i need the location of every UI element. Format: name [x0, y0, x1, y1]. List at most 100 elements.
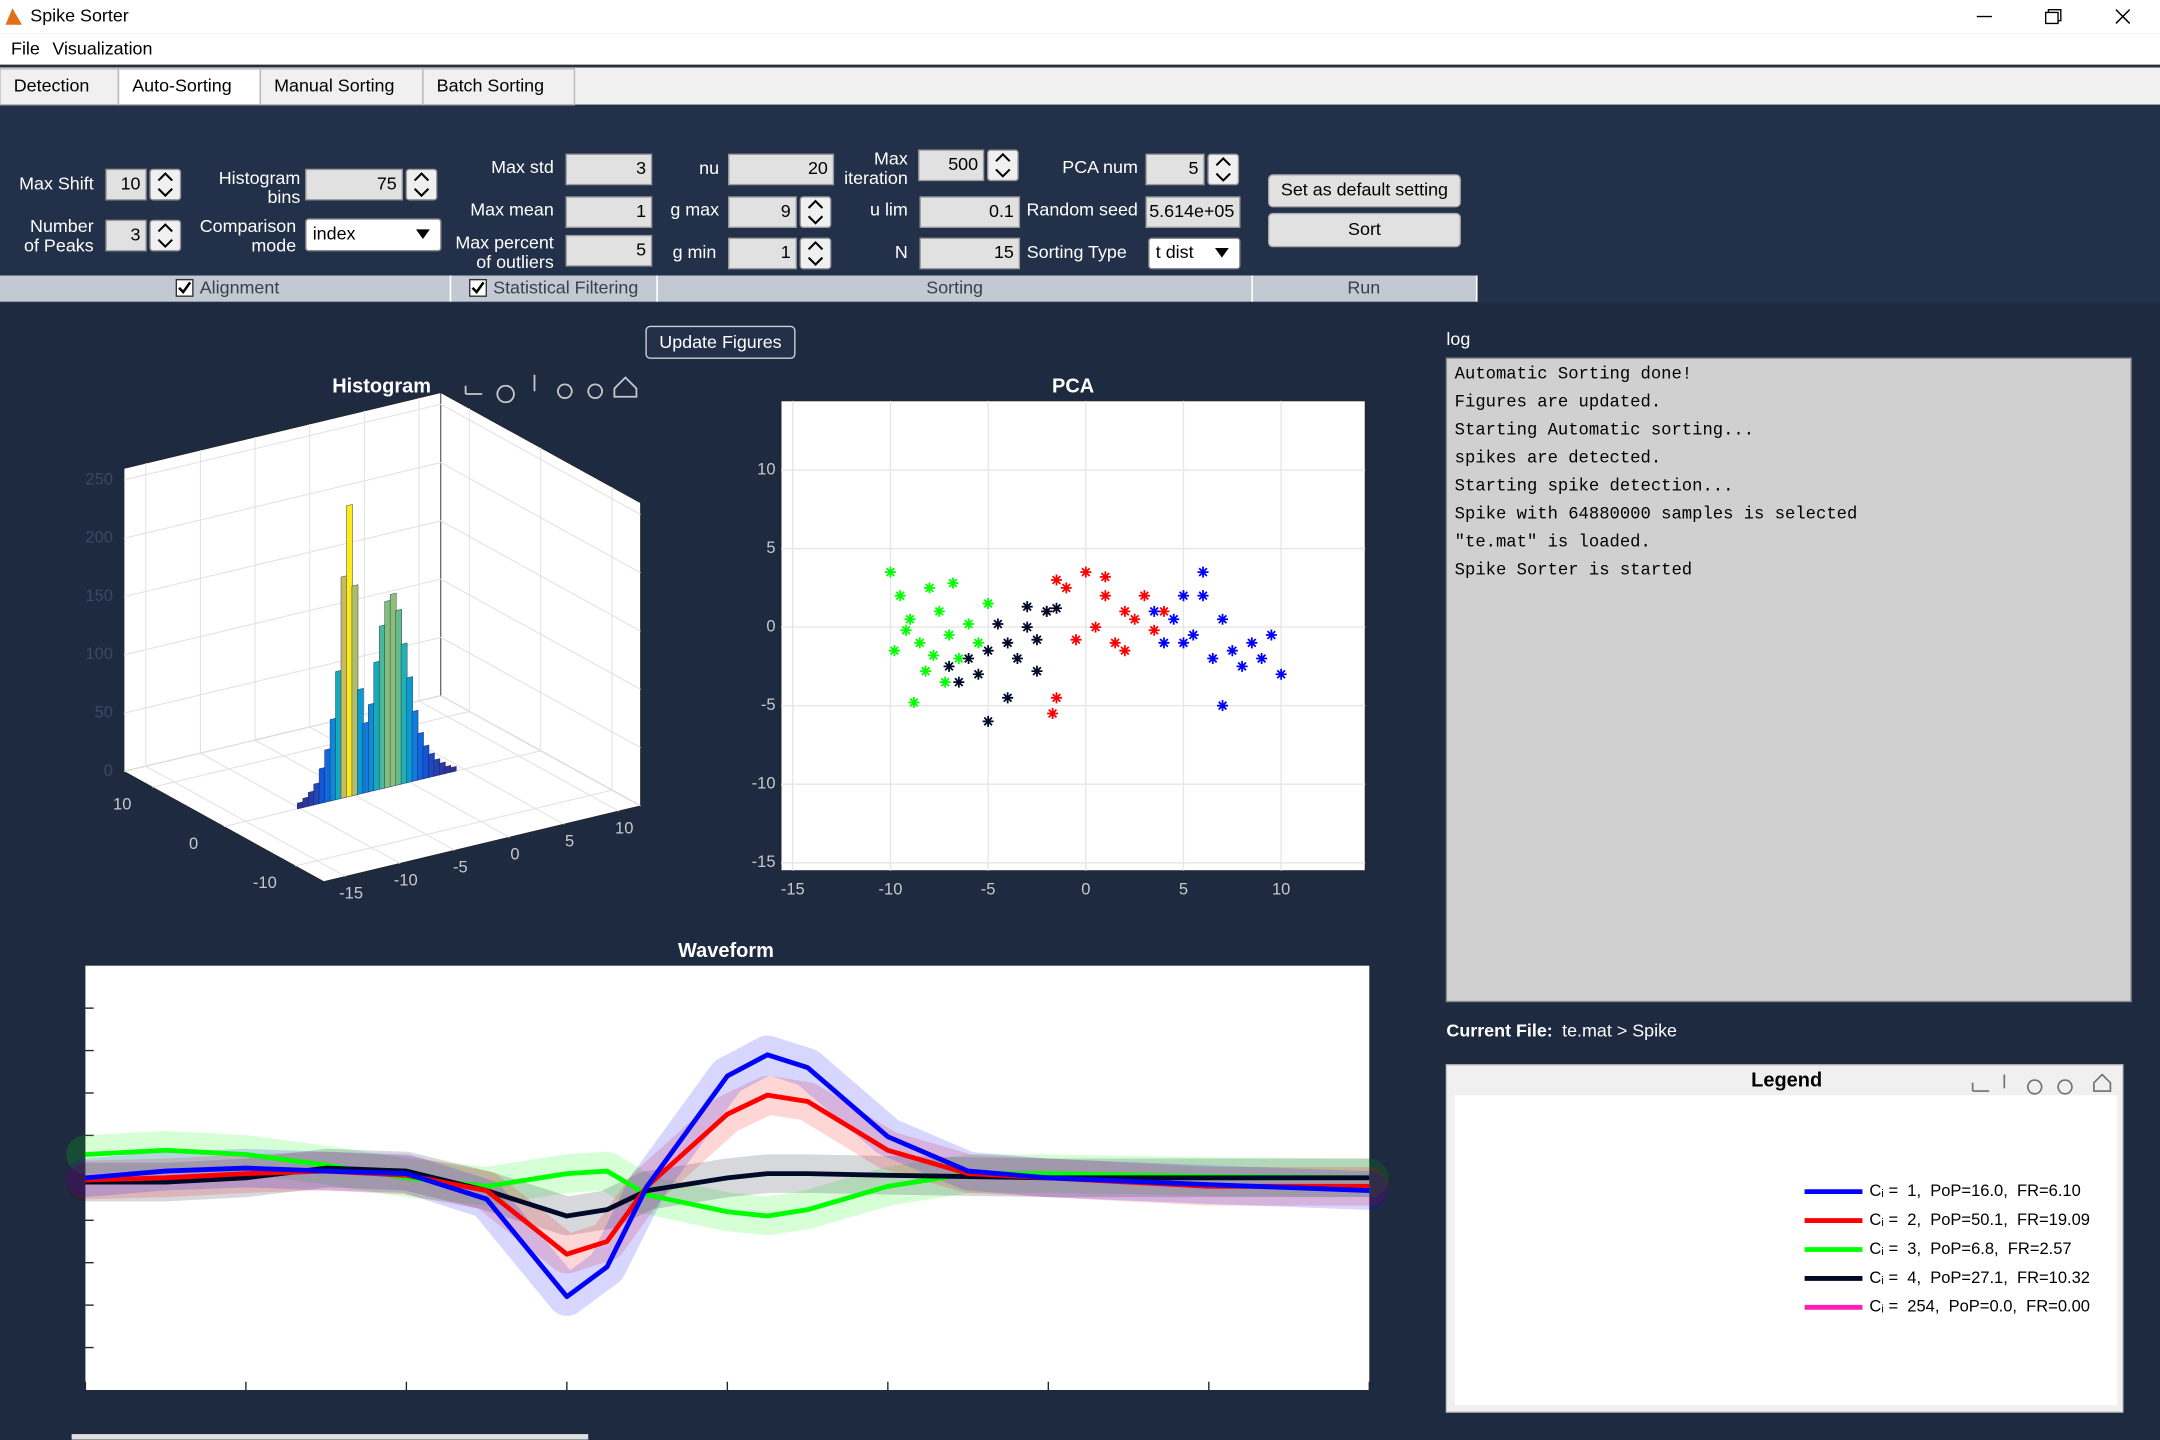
histogram-bar — [351, 584, 359, 797]
text-field[interactable] — [919, 196, 1021, 228]
text-field[interactable] — [1145, 196, 1241, 228]
field-value[interactable]: 1 — [781, 242, 791, 262]
scatter-point — [1158, 605, 1170, 617]
button-label[interactable]: Update Figures — [659, 332, 781, 352]
toolbar-icons[interactable] — [1971, 1073, 2112, 1095]
histogram-bar — [297, 801, 304, 810]
scatter-point — [972, 637, 984, 649]
dropdown[interactable] — [1148, 237, 1241, 270]
spinner[interactable] — [799, 237, 832, 270]
button-label[interactable]: Sort — [1348, 219, 1381, 239]
z-tick-label: 250 — [85, 469, 113, 488]
text-field[interactable] — [919, 237, 1021, 270]
text-field[interactable] — [728, 196, 797, 228]
dropdown-arrow[interactable] — [416, 229, 430, 240]
field-value[interactable]: 75 — [377, 173, 397, 193]
checkbox[interactable] — [469, 278, 487, 297]
text-field[interactable] — [105, 168, 147, 201]
scatter-point — [914, 637, 926, 649]
menu-bar — [0, 33, 2160, 65]
checkbox[interactable] — [175, 278, 194, 297]
histogram-bar — [417, 731, 424, 781]
scatter-point — [1002, 692, 1014, 704]
spinner[interactable] — [149, 219, 182, 252]
tab-label[interactable]: Batch Sorting — [437, 76, 544, 96]
restore-button[interactable] — [2044, 8, 2062, 25]
field-value[interactable]: 5.614e+05 — [1149, 201, 1234, 221]
dropdown-arrow[interactable] — [1215, 247, 1229, 258]
tab[interactable] — [117, 68, 262, 106]
group-label: Run — [1347, 277, 1380, 297]
toolbar-icons[interactable] — [464, 374, 638, 404]
histogram-bar — [368, 702, 375, 793]
text-field[interactable] — [728, 237, 797, 270]
text-field[interactable] — [565, 196, 653, 228]
spinner-arrows[interactable] — [807, 240, 824, 266]
app-icon — [5, 8, 23, 25]
field-value[interactable]: 5 — [636, 239, 646, 259]
button[interactable] — [1268, 174, 1461, 208]
text-field[interactable] — [565, 234, 653, 267]
field-value[interactable]: 15 — [994, 242, 1014, 262]
control-label: PCA num — [1062, 157, 1138, 177]
scatter-point — [963, 618, 975, 630]
text-field[interactable] — [1145, 153, 1205, 186]
grid-line — [440, 578, 641, 690]
spinner-arrows[interactable] — [995, 152, 1011, 178]
text-field[interactable] — [305, 168, 403, 201]
histogram-bar — [324, 748, 331, 803]
scrollbar[interactable] — [71, 1434, 589, 1440]
tab[interactable] — [422, 68, 576, 106]
field-value[interactable]: 3 — [131, 224, 141, 244]
tab-label[interactable]: Manual Sorting — [274, 76, 394, 96]
spinner[interactable] — [149, 168, 182, 201]
text-field[interactable] — [728, 153, 835, 186]
y-tick-label: 10 — [757, 459, 775, 478]
scatter-point — [992, 618, 1004, 630]
button[interactable] — [1268, 212, 1461, 248]
menu-item[interactable]: File — [11, 38, 40, 58]
field-value[interactable]: 1 — [636, 201, 646, 221]
scatter-point — [963, 653, 975, 665]
field-value[interactable]: 10 — [121, 173, 141, 193]
field-value[interactable]: 9 — [781, 201, 791, 221]
spinner-arrows[interactable] — [157, 172, 173, 198]
tab[interactable] — [0, 68, 120, 106]
control-label: nu — [699, 158, 719, 178]
tab[interactable] — [259, 68, 424, 106]
log-line: spikes are detected. — [1455, 449, 1661, 468]
field-value[interactable]: 3 — [636, 158, 646, 178]
dropdown-value[interactable]: index — [313, 224, 356, 244]
dropdown-value[interactable]: t dist — [1156, 242, 1194, 262]
spinner-arrows[interactable] — [1215, 156, 1231, 182]
histogram-bar — [444, 765, 452, 774]
tab-label[interactable]: Auto-Sorting — [132, 76, 231, 96]
close-button[interactable] — [2115, 9, 2131, 24]
log-line: Spike Sorter is started — [1455, 561, 1692, 580]
spinner-arrows[interactable] — [807, 199, 824, 225]
spinner-arrows[interactable] — [413, 172, 430, 198]
dropdown[interactable] — [305, 218, 442, 252]
spinner[interactable] — [1207, 153, 1240, 186]
text-field[interactable] — [565, 153, 653, 186]
text-field[interactable] — [105, 219, 147, 252]
checkmark[interactable] — [178, 281, 192, 294]
histogram-bar — [389, 592, 397, 788]
field-value[interactable]: 0.1 — [989, 201, 1014, 221]
menu-item[interactable]: Visualization — [52, 38, 152, 58]
spinner-arrows[interactable] — [157, 223, 173, 249]
y-tick-label: 0 — [189, 834, 198, 853]
button-label[interactable]: Set as default setting — [1281, 180, 1448, 200]
spinner[interactable] — [405, 168, 438, 201]
tab-label[interactable]: Detection — [14, 76, 90, 96]
scatter-point — [888, 645, 900, 657]
field-value[interactable]: 500 — [948, 154, 978, 174]
spinner[interactable] — [987, 149, 1019, 182]
field-value[interactable]: 20 — [808, 158, 828, 178]
text-field[interactable] — [918, 149, 985, 182]
x-tick-label: -10 — [879, 879, 903, 898]
spinner[interactable] — [799, 196, 832, 228]
field-value[interactable]: 5 — [1189, 158, 1199, 178]
checkmark[interactable] — [471, 281, 485, 294]
button[interactable] — [645, 325, 796, 359]
